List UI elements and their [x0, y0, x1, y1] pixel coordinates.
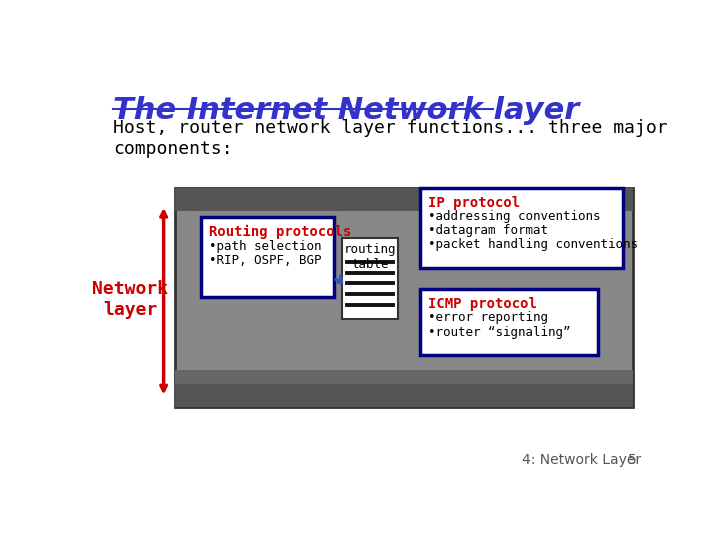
Text: Host, router network layer functions... three major
components:: Host, router network layer functions... …: [113, 119, 668, 158]
FancyBboxPatch shape: [420, 289, 598, 355]
Text: ICMP protocol: ICMP protocol: [428, 296, 537, 310]
Text: •path selection: •path selection: [209, 240, 321, 253]
Text: •datagram format: •datagram format: [428, 224, 548, 237]
Text: •router “signaling”: •router “signaling”: [428, 326, 570, 339]
Text: IP protocol: IP protocol: [428, 195, 520, 210]
Bar: [175, 384, 632, 408]
Bar: [342, 238, 397, 319]
Bar: [175, 370, 632, 384]
Bar: [175, 188, 632, 211]
FancyBboxPatch shape: [420, 188, 624, 268]
Text: routing
table: routing table: [343, 242, 396, 271]
Text: •addressing conventions: •addressing conventions: [428, 211, 600, 224]
Text: Network
layer: Network layer: [92, 280, 168, 319]
Text: Routing protocols: Routing protocols: [209, 225, 351, 239]
Text: 4: Network Layer: 4: Network Layer: [523, 453, 642, 467]
Text: The Internet Network layer: The Internet Network layer: [113, 96, 580, 125]
Text: •packet handling conventions: •packet handling conventions: [428, 238, 638, 251]
FancyBboxPatch shape: [201, 217, 334, 298]
Text: 5: 5: [628, 453, 636, 467]
Text: •RIP, OSPF, BGP: •RIP, OSPF, BGP: [209, 254, 321, 267]
Bar: [175, 188, 632, 408]
Text: •error reporting: •error reporting: [428, 311, 548, 324]
